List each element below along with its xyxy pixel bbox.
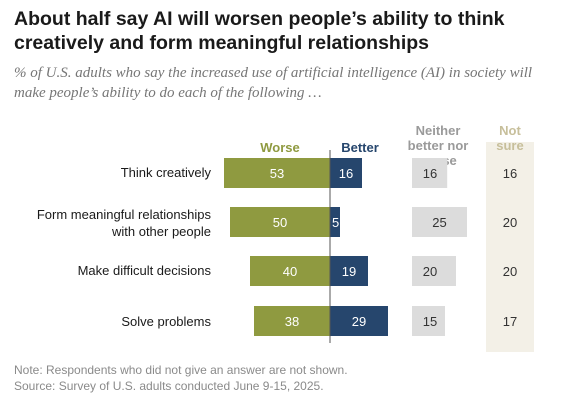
row-label-think-creatively: Think creatively — [120, 165, 211, 180]
row-label-difficult-decisions: Make difficult decisions — [77, 263, 211, 278]
not-sure-column-band — [486, 142, 534, 352]
row-label-form-relationships: Form meaningful relationships with other… — [36, 207, 211, 239]
chart-title: About half say AI will worsen people’s a… — [14, 8, 505, 54]
label-better-think-creatively: 16 — [339, 166, 353, 181]
label-neither-make-difficult-decisions: 20 — [423, 264, 437, 279]
label-not-sure-make-difficult-decisions: 20 — [503, 264, 517, 279]
bar-better-form-meaningful-relationships-with-other-people — [330, 207, 340, 237]
header-better: Better — [341, 140, 379, 155]
label-worse-form-meaningful-relationships-with-other-people: 50 — [273, 215, 287, 230]
label-worse-make-difficult-decisions: 40 — [283, 264, 297, 279]
bar-better-think-creatively — [330, 158, 362, 188]
label-worse-think-creatively: 53 — [270, 166, 284, 181]
bar-worse-solve-problems — [254, 306, 330, 336]
footnote-source: Source: Survey of U.S. adults conducted … — [14, 379, 324, 393]
row-label-solve-problems: Solve problems — [121, 314, 211, 329]
label-better-solve-problems: 29 — [352, 314, 366, 329]
bar-neither-form-meaningful-relationships-with-other-people — [412, 207, 467, 237]
footnote-note: Note: Respondents who did not give an an… — [14, 363, 348, 377]
label-better-form-meaningful-relationships-with-other-people: 5 — [332, 215, 339, 230]
bar-worse-make-difficult-decisions — [250, 256, 330, 286]
label-not-sure-think-creatively: 16 — [503, 166, 517, 181]
chart-subtitle: % of U.S. adults who say the increased u… — [14, 65, 533, 101]
header-not-sure: Not sure — [496, 123, 524, 153]
bar-better-solve-problems — [330, 306, 388, 336]
bar-neither-solve-problems — [412, 306, 445, 336]
bar-worse-think-creatively — [224, 158, 330, 188]
bar-better-make-difficult-decisions — [330, 256, 368, 286]
label-worse-solve-problems: 38 — [285, 314, 299, 329]
bar-neither-think-creatively — [412, 158, 448, 188]
label-better-make-difficult-decisions: 19 — [342, 264, 356, 279]
header-worse: Worse — [260, 140, 300, 155]
label-neither-think-creatively: 16 — [423, 166, 437, 181]
bar-neither-make-difficult-decisions — [412, 256, 456, 286]
label-neither-solve-problems: 15 — [423, 314, 437, 329]
bar-worse-form-meaningful-relationships-with-other-people — [230, 207, 330, 237]
label-neither-form-meaningful-relationships-with-other-people: 25 — [432, 215, 446, 230]
label-not-sure-form-meaningful-relationships-with-other-people: 20 — [503, 215, 517, 230]
label-not-sure-solve-problems: 17 — [503, 314, 517, 329]
